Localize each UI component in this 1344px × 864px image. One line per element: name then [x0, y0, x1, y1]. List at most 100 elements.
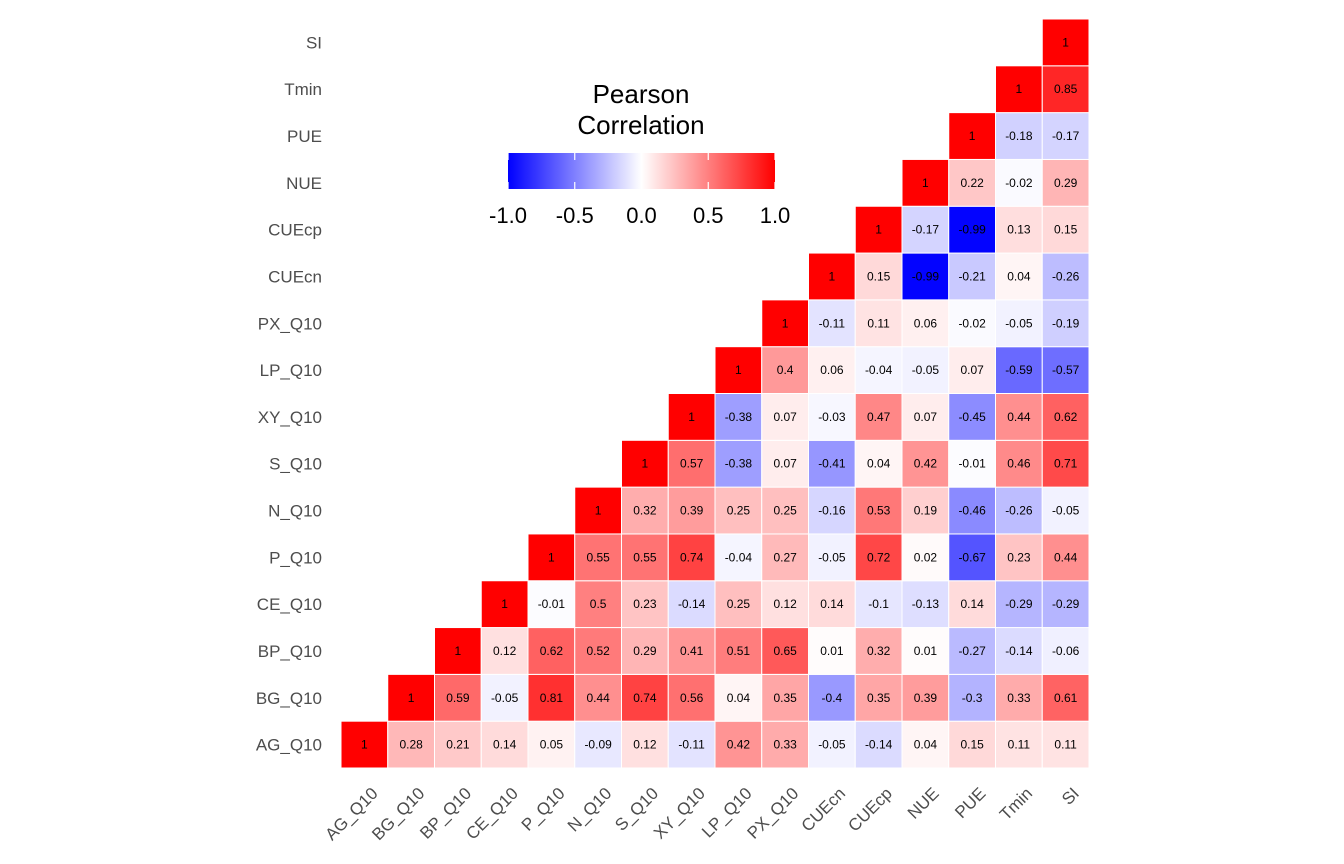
heatmap-cell-si-si [1041, 18, 1090, 67]
legend-tick-label: 0.0 [626, 203, 657, 228]
cell-value-label: 0.57 [680, 457, 704, 471]
heatmap-cell-cuecn-cuecn [808, 252, 856, 301]
cell-value-label: 0.28 [399, 738, 423, 752]
cell-value-label: -0.99 [958, 223, 986, 237]
cell-value-label: 0.62 [540, 644, 564, 658]
cell-value-label: 0.5 [590, 597, 607, 611]
heatmap-cell-tmin-tmin [995, 65, 1043, 114]
cell-value-label: 1 [922, 176, 929, 190]
heatmap-cell-ce-q10-si [1041, 580, 1090, 629]
cell-value-label: 0.44 [586, 691, 610, 705]
cell-value-label: 0.44 [1007, 410, 1031, 424]
heatmap-cell-s-q10-cuecn [808, 439, 856, 488]
cell-value-label: -0.04 [865, 363, 893, 377]
cell-value-label: 0.72 [867, 550, 891, 564]
cell-value-label: -0.29 [1005, 597, 1033, 611]
heatmap-cell-bg-q10-pue [948, 673, 996, 722]
cell-value-label: 0.47 [867, 410, 891, 424]
heatmap-cell-xy-q10-tmin [995, 393, 1043, 441]
heatmap-cell-cuecp-si [1041, 205, 1090, 254]
cell-value-label: 1 [829, 269, 836, 283]
heatmap-cell-px-q10-tmin [995, 299, 1043, 348]
heatmap-cell-bp-q10-n-q10 [574, 627, 622, 675]
heatmap-cell-bg-q10-lp-q10 [714, 673, 763, 722]
heatmap-cell-px-q10-cuecp [854, 299, 903, 348]
legend-tick-label: 0.5 [693, 203, 724, 228]
y-tick-label-pue: PUE [287, 127, 322, 146]
cell-value-label: 0.23 [633, 597, 657, 611]
cell-value-label: 0.32 [867, 644, 891, 658]
heatmap-cell-s-q10-xy-q10 [667, 439, 716, 488]
cell-value-label: 0.42 [727, 738, 751, 752]
cell-value-label: 0.39 [914, 691, 938, 705]
cell-value-label: 0.74 [633, 691, 657, 705]
cell-value-label: -0.05 [818, 550, 846, 564]
cell-value-label: 0.33 [1007, 691, 1031, 705]
cell-value-label: 0.05 [540, 738, 564, 752]
heatmap-cell-p-q10-tmin [995, 533, 1043, 582]
heatmap-cell-s-q10-pue [948, 439, 996, 488]
cell-value-label: 0.19 [914, 504, 938, 518]
cell-value-label: -0.16 [818, 504, 846, 518]
cell-value-label: 1 [548, 550, 555, 564]
x-tick-label-nue: NUE [904, 784, 943, 823]
heatmap-cell-s-q10-s-q10 [621, 439, 669, 488]
cell-value-label: -0.03 [818, 410, 846, 424]
cell-value-label: 1 [595, 504, 602, 518]
cell-value-label: 0.11 [1054, 738, 1077, 752]
heatmap-cell-n-q10-xy-q10 [667, 486, 716, 535]
legend-tick-label: -1.0 [489, 203, 527, 228]
cell-value-label: -0.04 [725, 550, 753, 564]
heatmap-cell-ag-q10-ag-q10 [340, 720, 389, 769]
cell-value-label: -0.05 [491, 691, 519, 705]
cell-value-label: 0.25 [727, 597, 751, 611]
heatmap-cell-pue-pue [948, 112, 996, 160]
cell-value-label: 0.42 [914, 457, 938, 471]
cell-value-label: -0.11 [819, 316, 846, 330]
heatmap-cell-lp-q10-nue [901, 346, 950, 395]
heatmap-cell-cuecn-pue [948, 252, 996, 301]
x-tick-label-xy-q10: XY_Q10 [650, 784, 709, 843]
heatmap-cell-nue-tmin [995, 158, 1043, 207]
cell-value-label: 0.14 [820, 597, 844, 611]
x-tick-label-p-q10: P_Q10 [518, 784, 569, 835]
y-tick-label-p-q10: P_Q10 [269, 548, 322, 567]
cell-value-label: 0.35 [867, 691, 891, 705]
cell-value-label: -0.14 [1005, 644, 1033, 658]
heatmap-cell-xy-q10-xy-q10 [667, 393, 716, 441]
cell-value-label: -0.99 [912, 269, 940, 283]
cell-value-label: 1 [501, 597, 508, 611]
y-tick-label-ce-q10: CE_Q10 [257, 595, 322, 614]
cell-value-label: 0.74 [680, 550, 704, 564]
cell-value-label: -0.14 [678, 597, 706, 611]
heatmap-cell-nue-nue [901, 158, 950, 207]
heatmap-cell-n-q10-cuecn [808, 486, 856, 535]
heatmap-cell-lp-q10-lp-q10 [714, 346, 763, 395]
cell-value-label: 0.04 [1007, 269, 1031, 283]
heatmap-cell-pue-tmin [995, 112, 1043, 160]
heatmap-cell-n-q10-pue [948, 486, 996, 535]
cell-value-label: 0.71 [1054, 457, 1078, 471]
cell-value-label: -0.02 [1005, 176, 1033, 190]
heatmap-cell-ag-q10-pue [948, 720, 996, 769]
cell-value-label: 0.12 [493, 644, 517, 658]
heatmap-cell-lp-q10-pue [948, 346, 996, 395]
cell-value-label: 0.39 [680, 504, 704, 518]
cell-value-label: -0.05 [1052, 504, 1080, 518]
cell-value-label: -0.4 [822, 691, 843, 705]
cell-value-label: -0.13 [912, 597, 940, 611]
cell-value-label: 0.15 [867, 269, 891, 283]
heatmap-cell-bp-q10-px-q10 [761, 627, 809, 675]
y-axis-labels: AG_Q10 BG_Q10 BP_Q10 CE_Q10 P_Q10 N_Q10 S_Q10 X… [256, 33, 322, 754]
heatmap-cell-s-q10-nue [901, 439, 950, 488]
cell-value-label: 1 [408, 691, 415, 705]
heatmap-cell-p-q10-lp-q10 [714, 533, 763, 582]
cell-value-label: 0.29 [1054, 176, 1078, 190]
heatmap-cell-xy-q10-pue [948, 393, 996, 441]
cell-value-label: 0.04 [867, 457, 891, 471]
heatmap-cell-lp-q10-cuecp [854, 346, 903, 395]
heatmap-cell-px-q10-nue [901, 299, 950, 348]
cell-value-label: 1 [361, 738, 368, 752]
cell-value-label: -0.38 [725, 410, 753, 424]
heatmap-cell-bg-q10-bg-q10 [387, 673, 435, 722]
